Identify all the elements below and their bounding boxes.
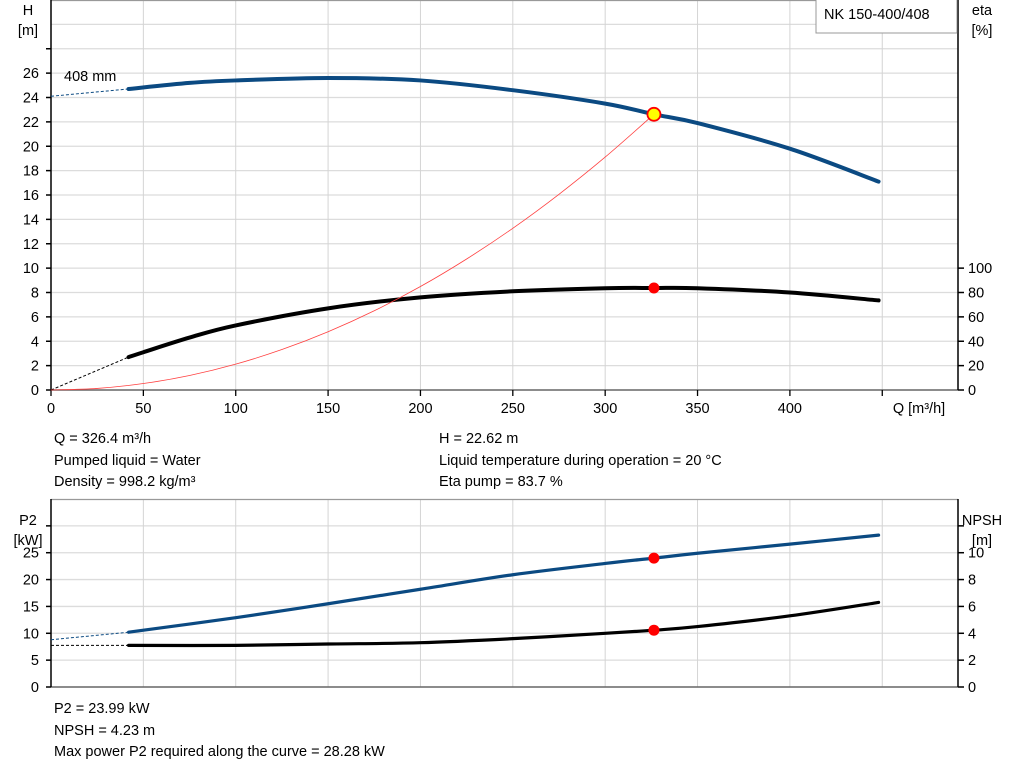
y-axis-title: [kW]: [14, 533, 43, 549]
y-tick-label: 0: [31, 383, 39, 399]
y-tick-label: 10: [23, 626, 39, 642]
npsh-duty-point: [648, 624, 660, 636]
legend-title: NK 150-400/408: [824, 7, 930, 23]
y-tick-label: 4: [31, 334, 39, 350]
y-tick-label: 8: [31, 286, 39, 302]
y-tick-label: 15: [23, 599, 39, 615]
y2-tick-label: 4: [968, 626, 976, 642]
y-tick-label: 20: [23, 573, 39, 589]
power-info: P2 = 23.99 kW NPSH = 4.23 m Max power P2…: [54, 699, 385, 764]
y2-axis-title: [m]: [972, 533, 992, 549]
p2-curve-extrapolation: [50, 631, 129, 641]
x-tick-label: 400: [778, 401, 802, 417]
x-tick-label: 50: [135, 401, 151, 417]
npsh-curve: [126, 600, 881, 648]
p2-duty-point: [648, 552, 660, 564]
y2-tick-label: 100: [968, 261, 992, 277]
y2-tick-label: 0: [968, 680, 976, 696]
y-tick-label: 16: [23, 188, 39, 204]
x-tick-label: 250: [501, 401, 525, 417]
y2-tick-label: 20: [968, 359, 984, 375]
info-npsh: NPSH = 4.23 m: [54, 722, 156, 739]
y2-tick-label: 80: [968, 286, 984, 302]
y2-tick-label: 40: [968, 334, 984, 350]
x-tick-label: 100: [224, 401, 248, 417]
y2-axis-title: [%]: [972, 23, 993, 39]
p2-curve: [126, 533, 881, 634]
info-temperature: Liquid temperature during operation = 20…: [439, 452, 722, 469]
y2-tick-label: 0: [968, 383, 976, 399]
y-axis-title: [m]: [18, 23, 38, 39]
info-liquid: Pumped liquid = Water: [54, 452, 201, 469]
y2-tick-label: 6: [968, 599, 976, 615]
y-axis-title: P2: [19, 513, 37, 529]
system-curve: [50, 113, 655, 391]
y2-tick-label: 2: [968, 653, 976, 669]
duty-info-left: Q = 326.4 m³/h Pumped liquid = Water Den…: [54, 429, 201, 494]
y2-axis-title: eta: [972, 3, 993, 19]
y-tick-label: 22: [23, 115, 39, 131]
info-p2: P2 = 23.99 kW: [54, 701, 150, 717]
x-tick-label: 350: [685, 401, 709, 417]
h-curve: [126, 75, 881, 184]
y-tick-label: 6: [31, 310, 39, 326]
y-tick-label: 14: [23, 212, 39, 228]
y-tick-label: 5: [31, 653, 39, 669]
y-tick-label: 10: [23, 261, 39, 277]
x-tick-label: 200: [408, 401, 432, 417]
y2-tick-label: 60: [968, 310, 984, 326]
y2-tick-label: 10: [968, 546, 984, 562]
y-tick-label: 25: [23, 546, 39, 562]
info-max-power: Max power P2 required along the curve = …: [54, 744, 385, 760]
y2-axis-title: NPSH: [962, 513, 1002, 529]
eta-curve-extrapolation: [50, 356, 129, 391]
y-tick-label: 24: [23, 91, 39, 107]
info-flow: Q = 326.4 m³/h: [54, 431, 152, 447]
curve-label-408mm: 408 mm: [64, 69, 116, 85]
info-head: H = 22.62 m: [439, 431, 519, 447]
h-curve-extrapolation: [50, 88, 129, 97]
info-eta: Eta pump = 83.7 %: [439, 474, 563, 490]
y2-tick-label: 8: [968, 573, 976, 589]
y-axis-title: H: [23, 3, 33, 19]
eta-duty-point: [648, 282, 660, 294]
h-duty-point: [646, 106, 662, 122]
x-axis-title: Q [m³/h]: [893, 401, 945, 417]
duty-info-right: H = 22.62 m Liquid temperature during op…: [439, 429, 722, 494]
info-density: Density = 998.2 kg/m³: [54, 474, 196, 490]
y-tick-label: 0: [31, 680, 39, 696]
x-tick-label: 150: [316, 401, 340, 417]
x-tick-label: 300: [593, 401, 617, 417]
y-tick-label: 20: [23, 139, 39, 155]
eta-curve: [126, 285, 881, 360]
x-tick-label: 0: [47, 401, 55, 417]
y-tick-label: 26: [23, 66, 39, 82]
y-tick-label: 2: [31, 359, 39, 375]
y-tick-label: 18: [23, 164, 39, 180]
legend-box: [815, 0, 958, 34]
y-tick-label: 12: [23, 237, 39, 253]
